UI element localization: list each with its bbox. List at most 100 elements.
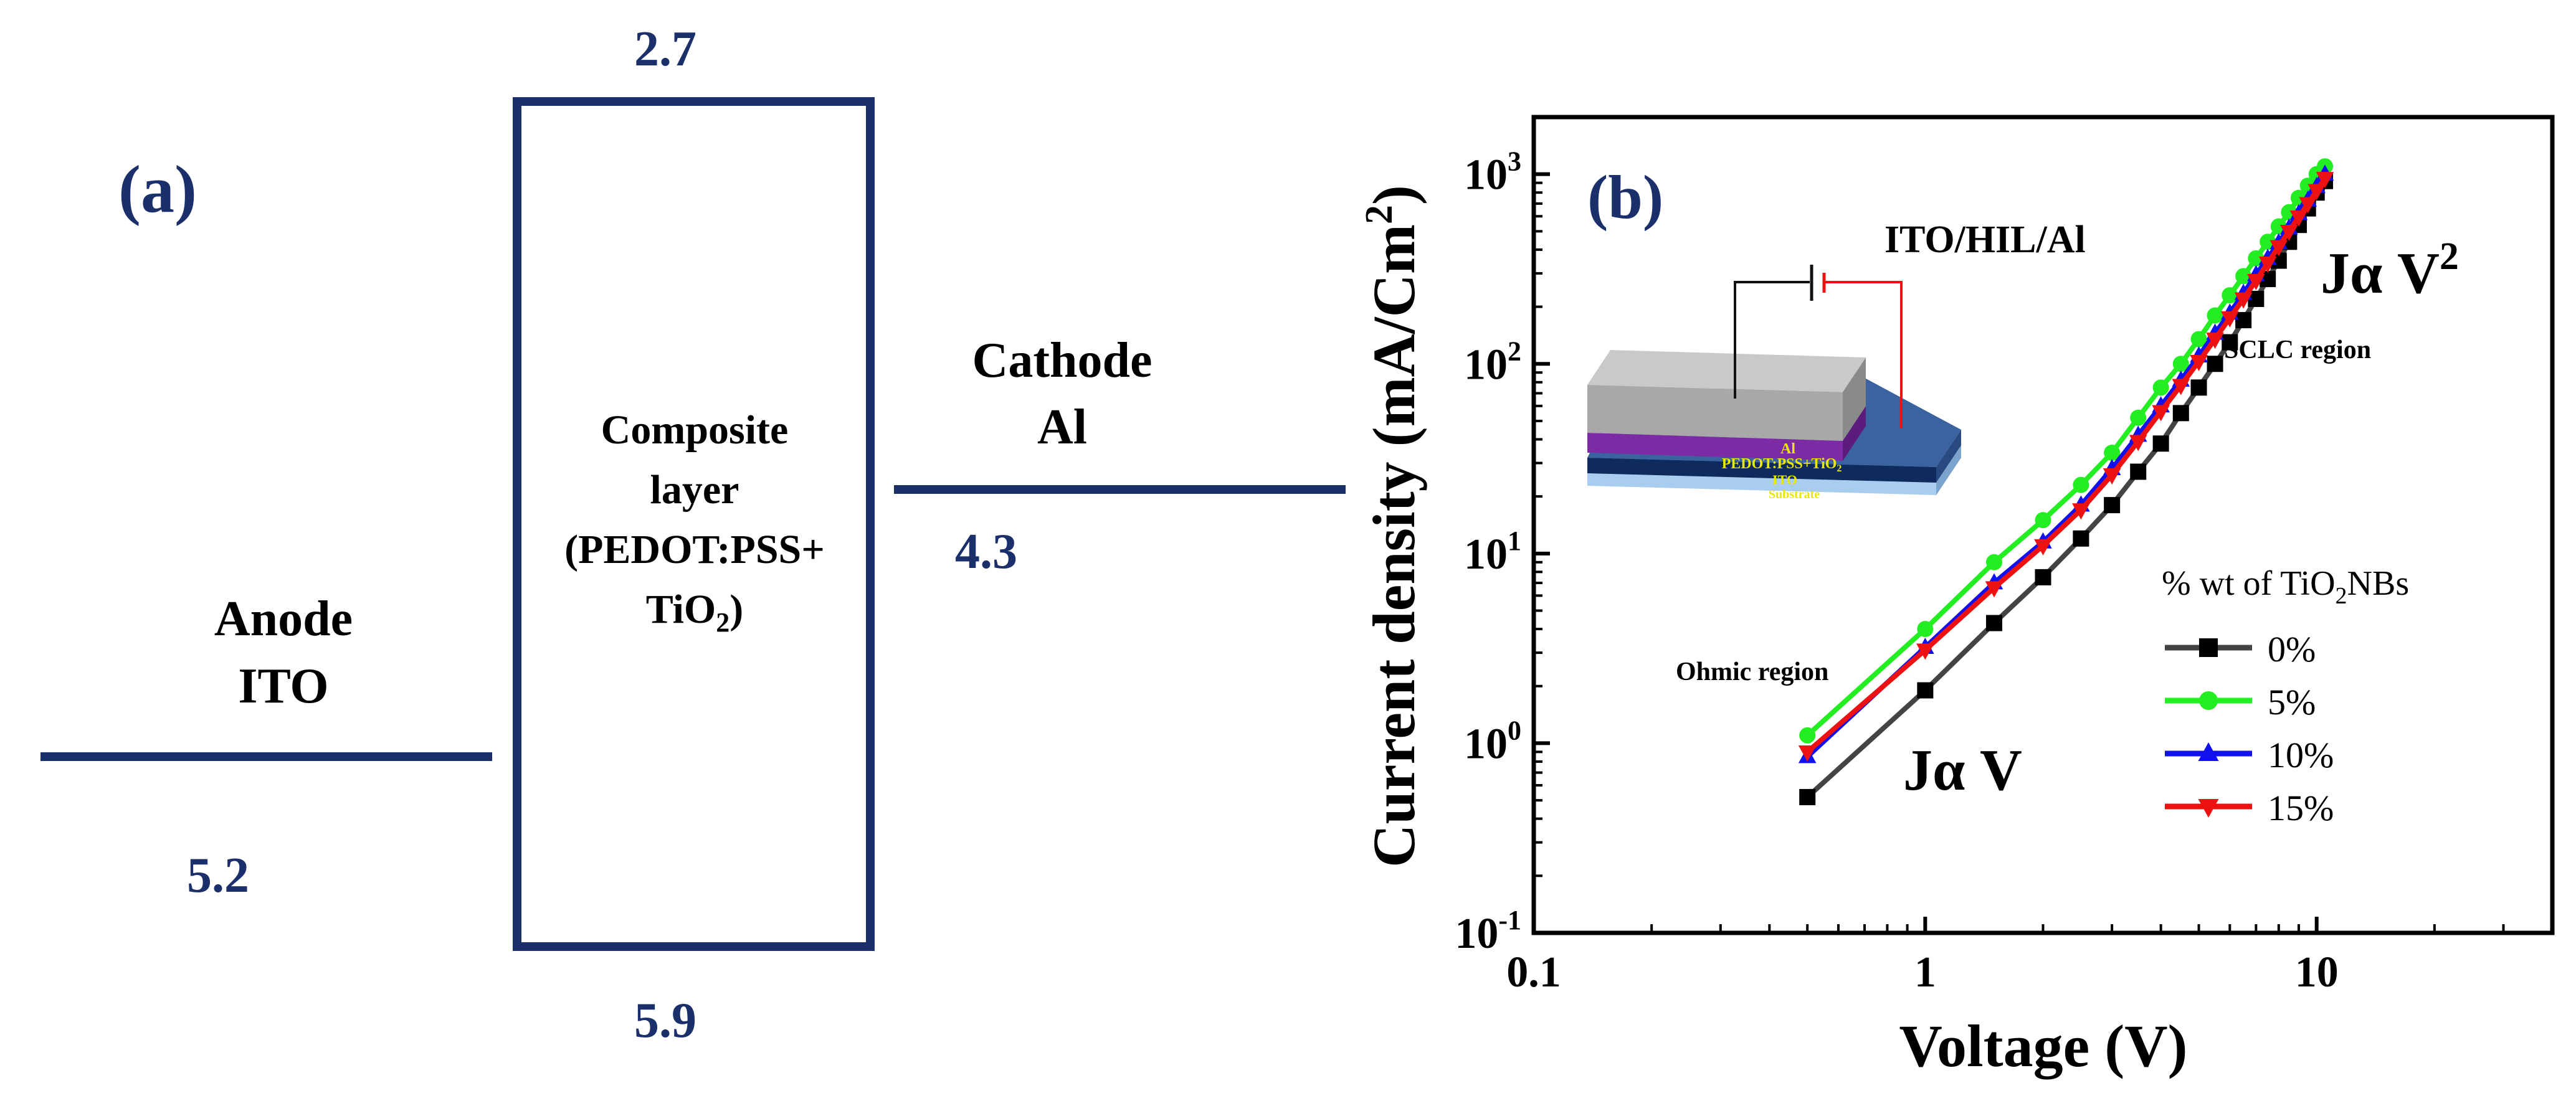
inset-wire-red	[1824, 281, 1903, 428]
data-point	[2104, 444, 2121, 461]
data-point	[2073, 476, 2089, 493]
data-point	[2035, 512, 2051, 529]
x-axis-title: Voltage (V)	[1899, 1013, 2187, 1079]
data-point	[2152, 405, 2170, 422]
data-point	[2104, 497, 2121, 514]
cathode-level-value: 4.3	[955, 524, 1017, 579]
cathode-label-line2: Al	[1037, 400, 1087, 455]
data-point	[2280, 224, 2298, 241]
data-point	[2035, 569, 2051, 585]
inset-label-substrate: Substrate	[1769, 488, 1820, 501]
data-point	[2207, 307, 2223, 324]
legend-entry: 15%	[2165, 788, 2334, 828]
data-point	[1985, 581, 2003, 598]
data-point	[2206, 333, 2224, 349]
data-point	[1985, 615, 2002, 631]
data-point	[2172, 405, 2189, 422]
y-axis-ticks: 10-1 100 101 102 103	[1455, 116, 1550, 958]
inset-wire-black	[1734, 281, 1810, 399]
data-point	[2247, 274, 2265, 291]
legend-entry: 10%	[2165, 735, 2334, 775]
legend-marker	[2198, 742, 2219, 761]
x-tick-label: 10	[2295, 948, 2339, 996]
x-tick-label: 1	[1914, 948, 1936, 996]
inset-al-side	[1843, 357, 1866, 441]
annotation-sclc-region: SCLC region	[2224, 336, 2371, 364]
legend-label: 0%	[2268, 629, 2316, 669]
data-point	[2235, 268, 2252, 285]
legend-marker	[2199, 638, 2218, 657]
inset-al-top	[1587, 350, 1866, 392]
legend-label: 10%	[2268, 735, 2334, 775]
cathode-label-line1: Cathode	[972, 333, 1153, 388]
y-axis-title: Current density (mA/Cm2)	[1358, 185, 1427, 868]
inset-ito-side	[1936, 430, 1961, 483]
legend-items: 0% 5% 10% 15%	[2165, 629, 2334, 828]
composite-top-level: 2.7	[634, 22, 696, 77]
data-point	[2248, 250, 2265, 267]
x-axis-ticks: 0.1 1 10	[1506, 917, 2554, 996]
data-point	[2222, 334, 2238, 351]
data-point	[2234, 292, 2253, 309]
inset-ito-front	[1587, 458, 1936, 483]
legend-title: % wt of TiO2NBs	[2162, 564, 2409, 609]
data-point	[2258, 256, 2277, 273]
inset-pedot-side	[1843, 406, 1866, 461]
y-tick-label: 103	[1464, 146, 1521, 199]
data-point	[2220, 311, 2239, 328]
data-point	[2152, 435, 2169, 452]
data-point	[2316, 172, 2334, 189]
data-point	[2152, 379, 2169, 396]
data-point	[2129, 435, 2147, 451]
data-point	[1917, 621, 1934, 638]
data-point	[1985, 554, 2002, 570]
legend-label: 15%	[2268, 788, 2334, 828]
data-point	[2034, 539, 2052, 556]
panel-b-label: (b)	[1587, 163, 1663, 232]
inset-title: ITO/HIL/Al	[1884, 219, 2086, 261]
annotation-j-alpha-v: Jα V	[1903, 738, 2022, 803]
data-point	[2299, 197, 2317, 214]
composite-label-line2: layer	[650, 467, 739, 513]
data-series	[1798, 158, 2334, 805]
y-tick-label: 10-1	[1455, 905, 1521, 958]
panel-a-label: (a)	[118, 153, 197, 227]
data-point	[2235, 312, 2252, 329]
legend: % wt of TiO2NBs 0% 5% 10% 15%	[2162, 564, 2409, 828]
data-point	[2172, 379, 2190, 395]
anode-label-line2: ITO	[238, 659, 328, 714]
data-point	[2172, 356, 2189, 372]
data-point	[2073, 530, 2089, 547]
inset-substrate-front	[1587, 473, 1936, 495]
data-point	[1798, 745, 1817, 762]
x-tick-label: 0.1	[1506, 948, 1561, 996]
inset-al-front	[1587, 385, 1843, 441]
composite-label-line3: (PEDOT:PSS+	[564, 527, 825, 572]
inset-label-al: Al	[1780, 441, 1795, 457]
data-point	[1799, 727, 1816, 744]
composite-label-line1: Composite	[601, 407, 789, 453]
annotation-ohmic-region: Ohmic region	[1676, 658, 1828, 686]
data-point	[2207, 356, 2223, 372]
device-inset: Al PEDOT:PSS+TiO2 ITO Substrate ITO/HIL/…	[1587, 219, 2086, 501]
inset-label-pedot: PEDOT:PSS+TiO2	[1722, 456, 1842, 474]
data-point	[1799, 788, 1816, 805]
data-point	[2190, 379, 2207, 396]
composite-layer-box	[513, 97, 875, 951]
legend-entry: 5%	[2165, 682, 2316, 722]
composite-label-line4: TiO2)	[646, 587, 744, 638]
data-point	[2269, 240, 2288, 257]
data-point	[2307, 184, 2326, 201]
y-tick-label: 102	[1464, 336, 1521, 389]
data-point	[2190, 331, 2207, 347]
legend-entry: 0%	[2165, 629, 2316, 669]
anode-label-line1: Anode	[214, 592, 353, 646]
data-point	[2072, 503, 2090, 520]
data-point	[2130, 463, 2147, 480]
legend-marker	[2198, 799, 2219, 818]
legend-marker	[2199, 691, 2218, 710]
data-point	[1917, 682, 1934, 699]
series-15pct	[1798, 172, 2334, 762]
